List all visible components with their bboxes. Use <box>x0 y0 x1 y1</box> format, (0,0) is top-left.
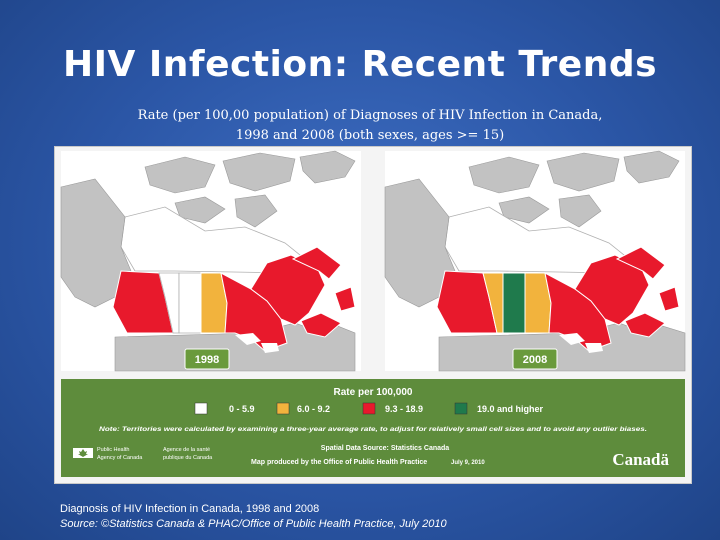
map-2008-nl <box>615 246 680 312</box>
badge-2008-label: 2008 <box>523 354 547 366</box>
map-1998-great-lakes <box>235 333 279 353</box>
canada-flag-icon <box>73 448 93 458</box>
legend-label-white: 0 - 5.9 <box>229 404 255 414</box>
map-1998-nl <box>291 246 356 312</box>
badge-2008-bg <box>512 348 558 370</box>
map-1998-maritimes <box>300 312 342 338</box>
map-2008-qc <box>574 254 650 326</box>
map-1998-qc <box>250 254 326 326</box>
produced-by: Map produced by the Office of Public Hea… <box>251 459 427 466</box>
subtitle-line-1: Rate (per 100,00 population) of Diagnose… <box>137 108 603 123</box>
legend-label-orange: 6.0 - 9.2 <box>297 404 330 414</box>
slide-title: HIV Infection: Recent Trends <box>62 44 658 85</box>
map-figure-svg: 1998 2008 Rate per 100,000 0 - 5.9 6.0 -… <box>60 150 686 477</box>
legend-title: Rate per 100,000 <box>334 387 413 398</box>
badge-1998-label: 1998 <box>195 354 219 366</box>
figure-source: Source: ©Statistics Canada & PHAC/Office… <box>60 518 447 530</box>
legend-swatch-white <box>194 402 208 415</box>
map-2008 <box>384 150 686 372</box>
subtitle-line-2: 1998 and 2008 (both sexes, ages >= 15) <box>235 128 505 143</box>
badge-1998: 1998 <box>184 348 230 370</box>
map-2008-great-lakes <box>559 333 603 353</box>
legend-bg <box>61 379 685 477</box>
map-1998-arctic-islands <box>144 150 356 228</box>
slide-footer: Diagnosis of HIV Infection in Canada, 19… <box>60 502 660 532</box>
badge-1998-bg <box>184 348 230 370</box>
legend-label-green: 19.0 and higher <box>477 404 544 414</box>
map-1998-sk <box>178 272 202 334</box>
badge-2008: 2008 <box>512 348 558 370</box>
map-2008-sk <box>502 272 526 334</box>
legend-note: Note: Territories were calculated by exa… <box>99 426 647 433</box>
agency-en-line-1: Public Health <box>97 447 129 453</box>
legend-swatch-orange <box>276 402 290 415</box>
legend-swatch-red <box>362 402 376 415</box>
legend-panel: Rate per 100,000 0 - 5.9 6.0 - 9.2 9.3 -… <box>61 379 685 477</box>
map-1998 <box>60 150 361 372</box>
agency-en-line-2: Agency of Canada <box>97 455 143 461</box>
map-figure: 1998 2008 Rate per 100,000 0 - 5.9 6.0 -… <box>54 146 692 484</box>
map-date: July 9, 2010 <box>451 460 485 466</box>
legend-swatch-green <box>454 402 468 415</box>
spatial-data-source: Spatial Data Source: Statistics Canada <box>321 445 449 452</box>
map-2008-arctic-islands <box>468 150 680 228</box>
canada-wordmark: Canadä <box>612 450 669 469</box>
agency-fr-line-2: publique du Canada <box>163 455 213 461</box>
figure-caption: Diagnosis of HIV Infection in Canada, 19… <box>60 503 320 515</box>
map-2008-maritimes <box>624 312 666 338</box>
legend-label-red: 9.3 - 18.9 <box>385 404 423 414</box>
agency-fr-line-1: Agence de la santé <box>163 447 210 453</box>
map-2008-ab <box>482 272 504 334</box>
slide-subtitle: Rate (per 100,00 population) of Diagnose… <box>60 106 680 146</box>
map-1998-ab <box>158 272 180 334</box>
